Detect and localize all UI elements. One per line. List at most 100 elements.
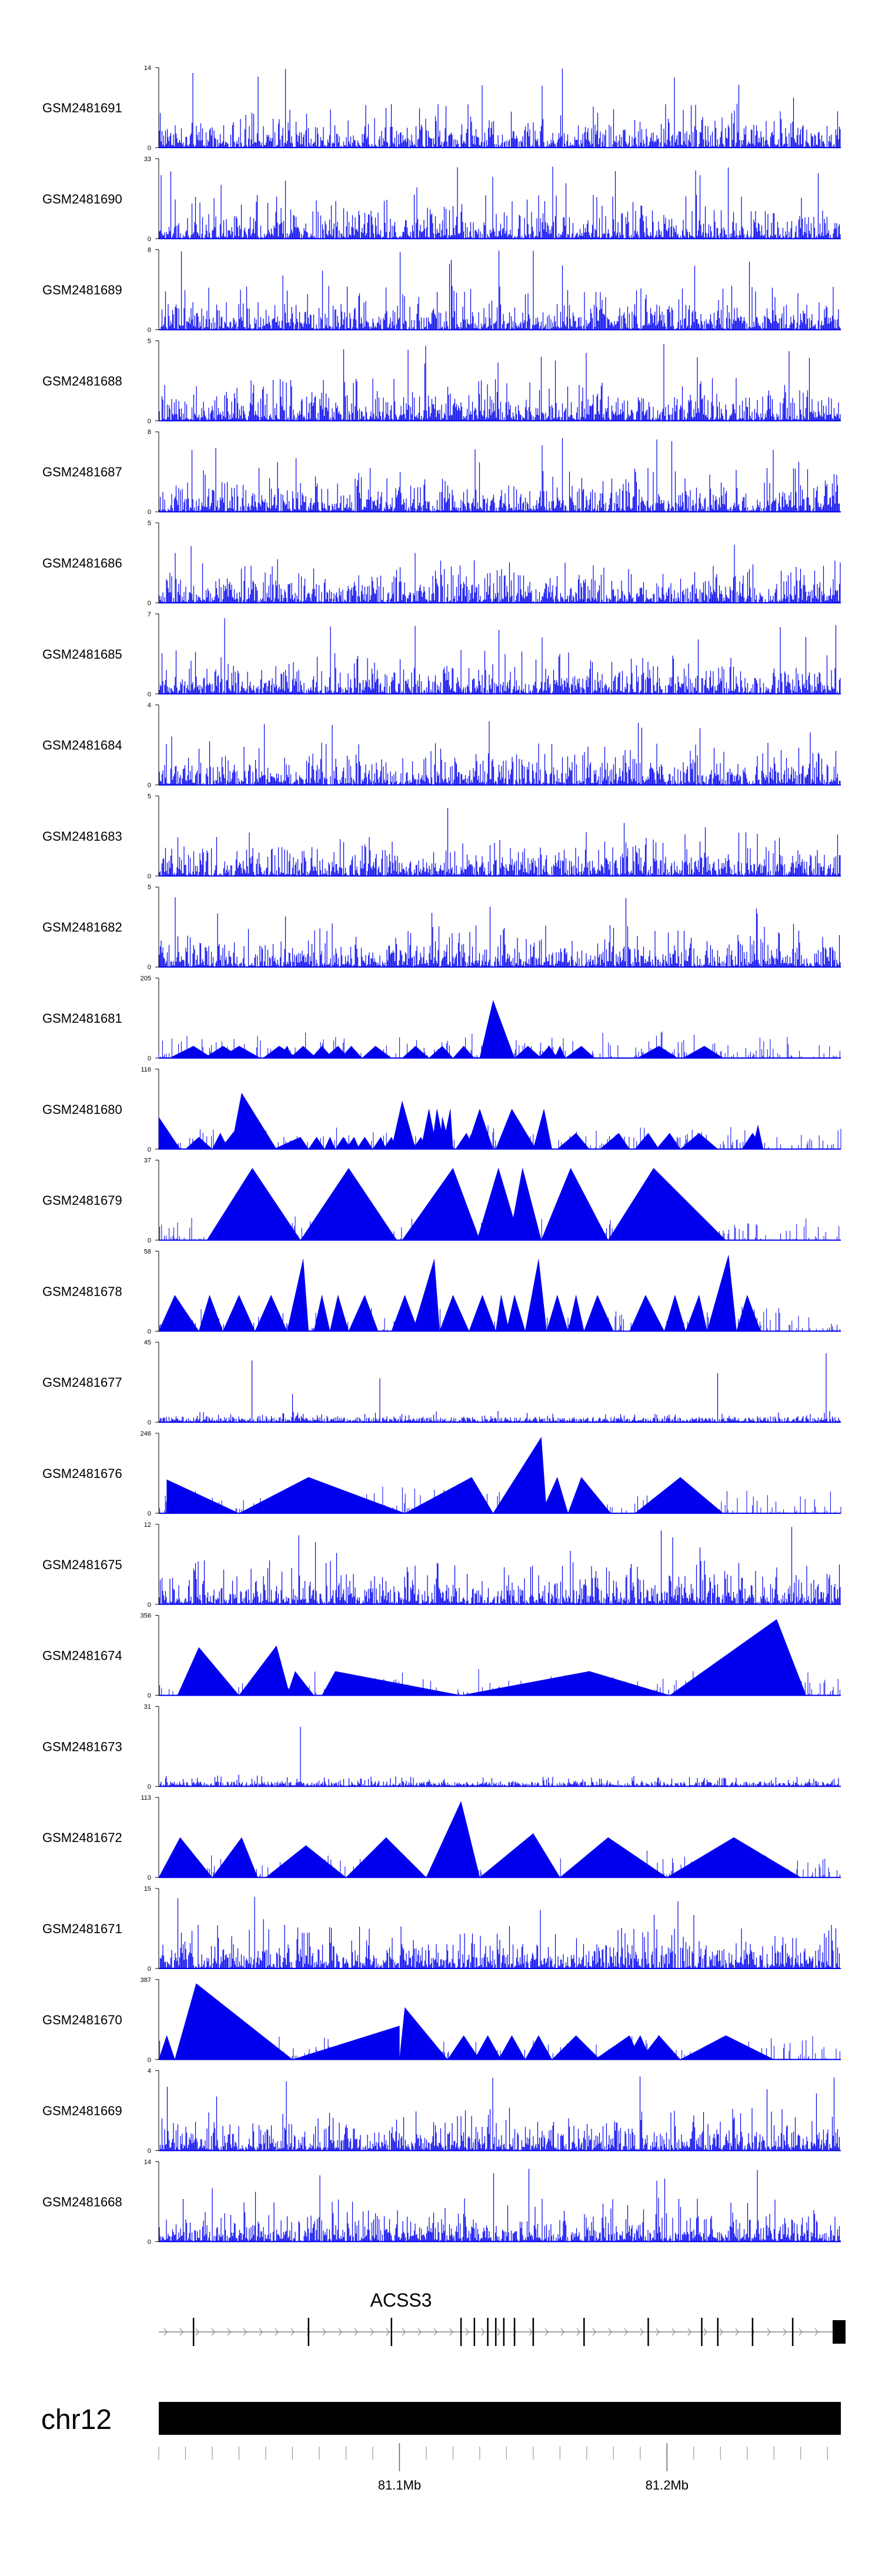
coverage-signal: [159, 1897, 841, 1968]
coverage-peak: [666, 1837, 801, 1878]
track-GSM2481686: GSM2481686 5 0: [42, 520, 841, 607]
coverage-signal: [159, 1304, 840, 1332]
strand-arrow-icon: [560, 2328, 564, 2336]
coverage-peak: [682, 1046, 724, 1059]
coverage-peak: [495, 1109, 536, 1150]
coverage-peak: [273, 1137, 309, 1150]
strand-arrow-icon: [465, 2328, 469, 2336]
strand-arrow-icon: [386, 2328, 390, 2336]
track-GSM2481687: GSM2481687 8 0: [42, 429, 841, 516]
coverage-peak: [426, 1801, 480, 1878]
track-sample-label: GSM2481678: [42, 1284, 122, 1299]
coverage-signal: [159, 1727, 841, 1787]
coverage-peak: [656, 1133, 681, 1150]
coverage-peak: [509, 1168, 542, 1240]
y-axis-min-label: 0: [148, 145, 151, 152]
gene-name-label: ACSS3: [370, 2290, 432, 2311]
y-axis-max-label: 15: [144, 1886, 151, 1893]
coverage-peak: [680, 1133, 719, 1150]
strand-arrow-icon: [322, 2328, 326, 2336]
y-axis-max-label: 12: [144, 1521, 151, 1529]
track-sample-label: GSM2481683: [42, 829, 122, 843]
coverage-peak: [669, 1619, 807, 1696]
y-axis-max-label: 205: [141, 975, 151, 982]
strand-arrow-icon: [354, 2328, 358, 2336]
y-axis-max-label: 14: [144, 65, 151, 72]
track-sample-label: GSM2481670: [42, 2013, 122, 2027]
coverage-peak: [287, 1671, 315, 1696]
coverage-peak: [362, 1046, 392, 1059]
coverage-peak: [348, 1294, 379, 1332]
y-axis-min-label: 0: [148, 1601, 151, 1609]
y-axis-min-label: 0: [148, 782, 151, 789]
strand-arrow-icon: [814, 2328, 818, 2336]
coverage-peak: [541, 1477, 569, 1514]
y-axis-min-label: 0: [148, 873, 151, 880]
coverage-peak: [680, 2035, 774, 2060]
strand-arrow-icon: [402, 2328, 406, 2336]
track-sample-label: GSM2481676: [42, 1466, 122, 1481]
coverage-peak: [287, 1259, 309, 1332]
coverage-peak: [479, 1000, 515, 1059]
track-GSM2481678: GSM2481678 58 0: [42, 1248, 841, 1335]
track-GSM2481668: GSM2481668 14 0: [42, 2158, 841, 2245]
coverage-peak: [554, 1045, 566, 1059]
coverage-peak: [583, 1294, 614, 1332]
strand-arrow-icon: [338, 2328, 342, 2336]
strand-arrow-icon: [735, 2328, 739, 2336]
y-axis-max-label: 37: [144, 1157, 151, 1164]
y-axis-max-label: 113: [141, 1794, 151, 1801]
coverage-signal: [159, 721, 841, 785]
coverage-signal: [159, 2168, 841, 2242]
strand-arrow-icon: [719, 2328, 723, 2336]
track-GSM2481681: GSM2481681 205 0: [42, 975, 841, 1062]
track-sample-label: GSM2481677: [42, 1375, 122, 1390]
track-GSM2481680: GSM2481680 116 0: [42, 1066, 841, 1153]
strand-arrow-icon: [671, 2328, 676, 2336]
coverage-peak: [198, 1294, 223, 1332]
coverage-peak: [399, 2007, 448, 2060]
coverage-peak: [495, 1295, 510, 1332]
track-sample-label: GSM2481686: [42, 556, 122, 570]
coverage-peak: [166, 1479, 239, 1514]
y-axis-min-label: 0: [148, 1783, 151, 1790]
coverage-peak: [391, 1294, 419, 1332]
y-axis-min-label: 0: [148, 964, 151, 971]
track-GSM2481691: GSM2481691 14 0: [42, 65, 841, 152]
y-axis-min-label: 0: [148, 2238, 151, 2245]
track-GSM2481674: GSM2481674 356 0: [42, 1613, 841, 1700]
coverage-signal: [159, 1353, 841, 1423]
track-GSM2481675: GSM2481675 12 0: [42, 1521, 841, 1609]
coverage-peak: [567, 1477, 612, 1514]
track-sample-label: GSM2481668: [42, 2194, 122, 2209]
y-axis-min-label: 0: [148, 1237, 151, 1244]
track-GSM2481670: GSM2481670 387 0: [42, 1977, 841, 2064]
coverage-peak: [335, 1136, 352, 1150]
coverage-signal: [159, 807, 841, 876]
coverage-peak: [599, 1133, 630, 1150]
coverage-signal: [159, 1527, 841, 1604]
gene-terminal-exon: [833, 2320, 846, 2344]
track-sample-label: GSM2481680: [42, 1102, 122, 1117]
y-axis-min-label: 0: [148, 600, 151, 607]
coverage-peak: [479, 1833, 560, 1878]
chromosome-bar: [159, 2402, 841, 2435]
track-GSM2481671: GSM2481671 15 0: [42, 1886, 841, 1973]
coverage-peak: [255, 1294, 288, 1332]
coverage-peak: [524, 2035, 553, 2060]
coverage-signal: [158, 1850, 840, 1878]
coverage-peak: [289, 1046, 318, 1059]
strand-arrow-icon: [417, 2328, 422, 2336]
coverage-signal: [158, 1031, 840, 1058]
strand-arrow-icon: [243, 2328, 247, 2336]
y-axis-max-label: 5: [148, 884, 151, 891]
gene-model-track: ACSS3: [159, 2290, 846, 2346]
strand-arrow-icon: [211, 2328, 215, 2336]
track-GSM2481689: GSM2481689 8 0: [42, 247, 841, 334]
y-axis-min-label: 0: [148, 1419, 151, 1426]
coverage-peak: [607, 1167, 726, 1240]
coverage-signal: [159, 250, 841, 330]
y-axis-max-label: 5: [148, 793, 151, 800]
track-sample-label: GSM2481682: [42, 920, 122, 935]
coverage-peak: [447, 2035, 480, 2060]
